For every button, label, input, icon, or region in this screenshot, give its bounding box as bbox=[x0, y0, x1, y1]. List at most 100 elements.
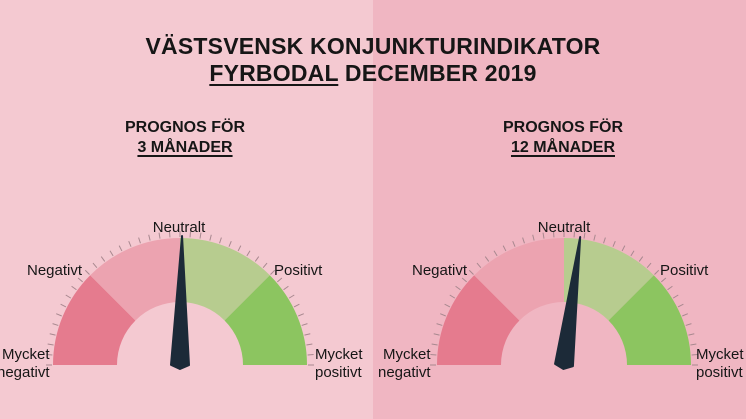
gauge-3m-segments bbox=[53, 238, 307, 365]
gauge-12m-tick bbox=[621, 245, 626, 252]
gauge-3-months: Mycket negativt Negativt Neutralt Positi… bbox=[0, 219, 363, 381]
gauge-3m-tick bbox=[49, 333, 56, 336]
gauge-3m-tick bbox=[237, 245, 242, 252]
gauge-12m-tick bbox=[502, 245, 507, 252]
gauge-3m-tick bbox=[158, 232, 161, 239]
title-region: FYRBODAL bbox=[209, 60, 339, 86]
gauge-3m-label-very-negative-1: Mycket bbox=[2, 346, 50, 363]
gauge-12m-tick bbox=[690, 343, 697, 346]
gauge-3m-tick bbox=[60, 303, 67, 308]
gauge-12m-tick bbox=[522, 237, 525, 244]
gauge-12m-tick bbox=[667, 285, 673, 291]
gauge-3m-tick bbox=[109, 250, 114, 257]
gauge-3m-tick bbox=[77, 277, 83, 283]
gauge-12m-tick bbox=[646, 262, 652, 268]
gauge-12m-label-very-positive-1: Mycket bbox=[696, 346, 744, 363]
gauge-3m-tick bbox=[219, 237, 222, 244]
gauge-12m-tick bbox=[612, 241, 616, 247]
gauge-3m-tick bbox=[65, 294, 72, 299]
gauge-3m-needle bbox=[170, 235, 190, 370]
gauge-12m-ticks bbox=[430, 231, 698, 366]
gauge-12m-segment-positive bbox=[564, 238, 654, 321]
gauge-3m-label-neutral: Neutralt bbox=[153, 219, 206, 236]
gauge-3m-tick bbox=[209, 234, 212, 241]
gauge-12m-tick bbox=[455, 285, 461, 291]
gauge-12m-label-very-negative-2: negativt bbox=[378, 364, 431, 381]
gauge-12m-tick bbox=[493, 250, 498, 257]
gauge-12m-needle bbox=[554, 236, 582, 370]
gauge-12m-tick bbox=[682, 313, 688, 317]
gauge-3m-tick bbox=[52, 323, 59, 326]
gauge-12m-tick bbox=[685, 323, 692, 326]
gauge-12m-label-negative: Negativt bbox=[412, 262, 468, 279]
gauge-12m-tick bbox=[583, 232, 586, 239]
gauge-3m-label-positive: Positivt bbox=[274, 262, 323, 279]
gauge-12m-label-neutral: Neutralt bbox=[538, 219, 591, 236]
gauge-3m-tick bbox=[262, 262, 268, 268]
title-line-2: FYRBODAL DECEMBER 2019 bbox=[0, 60, 746, 87]
gauge-3m-tick bbox=[298, 313, 304, 317]
gauge-12m-segment-negative bbox=[474, 238, 564, 321]
gauge-3m-horizon: 3 MÅNADER bbox=[137, 139, 233, 156]
gauge-12m-tick bbox=[449, 294, 456, 299]
gauge-12m-segments bbox=[437, 238, 691, 365]
gauge-3m-segment-negative bbox=[90, 238, 180, 321]
gauge-12m-tick bbox=[688, 333, 695, 336]
gauge-3m-tick bbox=[148, 234, 151, 241]
gauge-12-months: Mycket negativt Negativt Neutralt Positi… bbox=[378, 219, 744, 381]
gauge-3m-tick bbox=[228, 241, 232, 247]
gauge-3m-tick bbox=[138, 237, 141, 244]
gauge-12m-tick bbox=[436, 323, 443, 326]
gauge-3m-tick bbox=[283, 285, 289, 291]
gauge-12m-tick bbox=[638, 256, 644, 262]
gauge-12m-tick bbox=[654, 269, 660, 275]
gauge-12m-tick bbox=[440, 313, 446, 317]
gauge-3m-tick bbox=[254, 256, 260, 262]
gauge-12m-tick bbox=[630, 250, 635, 257]
gauge-3m-tick bbox=[293, 303, 300, 308]
gauge-3m-tick bbox=[199, 232, 202, 239]
gauge-12m-tick bbox=[484, 256, 490, 262]
gauge-3m-tick bbox=[304, 333, 311, 336]
gauge-3m-segment-positive bbox=[180, 238, 270, 321]
page-title: VÄSTSVENSK KONJUNKTURINDIKATOR FYRBODAL … bbox=[0, 33, 746, 87]
gauge-12m-label-positive: Positivt bbox=[660, 262, 709, 279]
gauge-12m-segment-very-positive bbox=[608, 275, 691, 365]
gauge-3m-tick bbox=[246, 250, 251, 257]
gauge-3m-segment-very-negative bbox=[53, 275, 136, 365]
gauge-3m-heading: PROGNOS FÖR 3 MÅNADER bbox=[55, 118, 315, 158]
gauge-3m-tick bbox=[277, 277, 283, 283]
gauge-3m-tick bbox=[118, 245, 123, 252]
gauge-12m-tick bbox=[444, 303, 451, 308]
gauge-12m-heading: PROGNOS FÖR 12 MÅNADER bbox=[433, 118, 693, 158]
gauge-12m-horizon: 12 MÅNADER bbox=[510, 139, 615, 156]
gauge-3m-tick bbox=[84, 269, 90, 275]
gauge-3m-tick bbox=[100, 256, 106, 262]
gauge-3m-tick bbox=[128, 241, 132, 247]
gauge-3m-heading-line1: PROGNOS FÖR bbox=[124, 119, 245, 136]
gauge-12m-tick bbox=[468, 269, 474, 275]
title-line-1: VÄSTSVENSK KONJUNKTURINDIKATOR bbox=[145, 33, 601, 59]
gauge-12m-tick bbox=[512, 241, 516, 247]
gauge-12m-heading-line1: PROGNOS FÖR bbox=[502, 119, 623, 136]
gauge-3m-tick bbox=[288, 294, 295, 299]
gauge-12m-tick bbox=[542, 232, 545, 239]
gauge-3m-segment-very-positive bbox=[224, 275, 307, 365]
gauge-3m-label-very-positive-2: positivt bbox=[315, 364, 363, 381]
gauge-12m-tick bbox=[672, 294, 679, 299]
gauge-3m-tick bbox=[306, 343, 313, 346]
gauge-12m-label-very-positive-2: positivt bbox=[696, 364, 744, 381]
gauge-3m-label-very-negative-2: negativt bbox=[0, 364, 50, 381]
gauge-12m-tick bbox=[431, 343, 438, 346]
gauge-12m-tick bbox=[532, 234, 535, 241]
gauge-3m-tick bbox=[301, 323, 308, 326]
gauge-3m-tick bbox=[56, 313, 62, 317]
gauge-12m-tick bbox=[433, 333, 440, 336]
gauge-3m-label-negative: Negativt bbox=[27, 262, 83, 279]
gauge-12m-tick bbox=[461, 277, 467, 283]
gauge-3m-tick bbox=[92, 262, 98, 268]
gauge-12m-tick bbox=[677, 303, 684, 308]
gauge-12m-tick bbox=[661, 277, 667, 283]
gauge-3m-tick bbox=[47, 343, 54, 346]
